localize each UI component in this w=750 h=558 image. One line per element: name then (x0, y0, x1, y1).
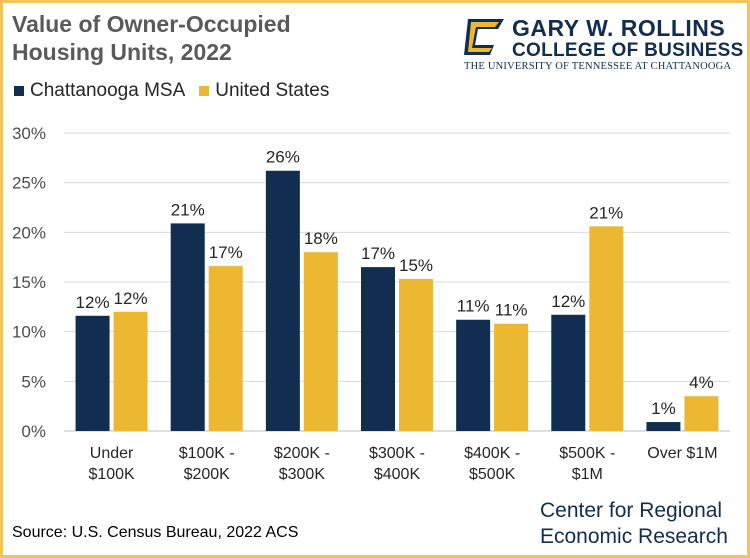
data-label: 11% (495, 301, 528, 320)
legend-item-chattanooga: Chattanooga MSA (14, 80, 185, 102)
chart-title: Value of Owner-Occupied Housing Units, 2… (12, 11, 291, 65)
x-tick-label-line: $300K (279, 466, 326, 483)
x-tick-label-line: $400K - (464, 445, 520, 462)
legend-label-united-states: United States (215, 80, 330, 101)
bar (551, 314, 586, 431)
y-tick-label: 10% (12, 323, 46, 342)
x-tick-label-line: Over $1M (647, 445, 717, 462)
x-tick-label: Over $1M (647, 445, 717, 462)
x-tick-label-line: $200K (184, 466, 231, 483)
bar (399, 279, 433, 431)
data-label: 21% (589, 203, 623, 222)
source-note: Source: U.S. Census Bureau, 2022 ACS (12, 524, 299, 541)
x-tick-label: $300K - $400K (369, 445, 425, 483)
bar (494, 323, 529, 431)
utc-c-logo-icon (464, 19, 504, 55)
data-label: 1% (651, 399, 676, 418)
legend-item-united-states: United States (199, 80, 329, 102)
data-label: 15% (399, 256, 433, 275)
college-logo: GARY W. ROLLINS COLLEGE OF BUSINESS THE … (462, 13, 744, 75)
data-label: 21% (171, 200, 205, 219)
x-tick-label-line: $500K - (559, 445, 615, 462)
x-tick-label-line: $400K (374, 466, 421, 483)
data-label: 12% (114, 289, 148, 308)
bar (684, 396, 719, 431)
bar (303, 252, 338, 431)
data-label: 11% (457, 297, 490, 316)
legend-swatch-united-states (199, 86, 210, 96)
data-label: 12% (551, 292, 585, 311)
y-tick-label: 15% (12, 273, 46, 292)
y-tick-label: 5% (21, 372, 46, 391)
x-tick-label: $100K - $200K (179, 445, 235, 483)
logo-line-2: COLLEGE OF BUSINESS (512, 40, 744, 61)
bar (170, 223, 205, 431)
data-label: 12% (76, 293, 110, 312)
data-label: 17% (361, 244, 395, 263)
y-tick-label: 25% (12, 174, 46, 193)
bar (589, 226, 624, 431)
y-tick-label: 20% (12, 223, 46, 242)
bar (456, 319, 491, 431)
y-tick-label: 0% (21, 422, 46, 441)
bar (646, 422, 681, 431)
x-tick-label-line: $100K - (179, 445, 235, 462)
bar (361, 267, 395, 431)
legend-label-chattanooga: Chattanooga MSA (30, 80, 186, 101)
logo-line-3: THE UNIVERSITY OF TENNESSEE AT CHATTANOO… (464, 61, 732, 72)
x-tick-label: Under $100K (88, 445, 135, 483)
bar (208, 266, 243, 431)
bar (265, 170, 300, 431)
x-tick-label: $500K - $1M (559, 445, 615, 483)
x-tick-label: $200K - $300K (274, 445, 330, 483)
data-label: 18% (304, 229, 338, 248)
logo-line-1: GARY W. ROLLINS (512, 15, 726, 41)
center-credit: Center for Regional Economic Research (540, 498, 745, 550)
legend: Chattanooga MSA United States (14, 80, 343, 102)
bar (113, 311, 148, 431)
x-tick-label-line: Under (90, 445, 134, 462)
data-label: 26% (266, 148, 300, 167)
x-tick-label-line: $100K (88, 466, 135, 483)
credit-line-1: Center for Regional (540, 499, 723, 522)
y-tick-label: 30% (12, 124, 46, 143)
x-tick-label-line: $300K - (369, 445, 425, 462)
x-tick-label: $400K - $500K (464, 445, 520, 483)
x-tick-label-line: $500K (469, 466, 516, 483)
data-label: 4% (689, 373, 714, 392)
legend-swatch-chattanooga (14, 86, 24, 96)
x-tick-label-line: $1M (572, 466, 603, 483)
data-label: 17% (209, 243, 243, 262)
bar (75, 315, 110, 431)
credit-line-2: Economic Research (540, 525, 728, 548)
x-tick-label-line: $200K - (274, 445, 330, 462)
